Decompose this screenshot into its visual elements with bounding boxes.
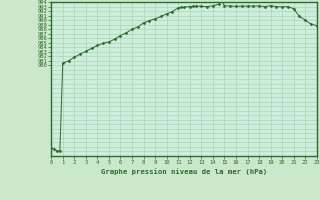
X-axis label: Graphe pression niveau de la mer (hPa): Graphe pression niveau de la mer (hPa) <box>101 168 267 175</box>
